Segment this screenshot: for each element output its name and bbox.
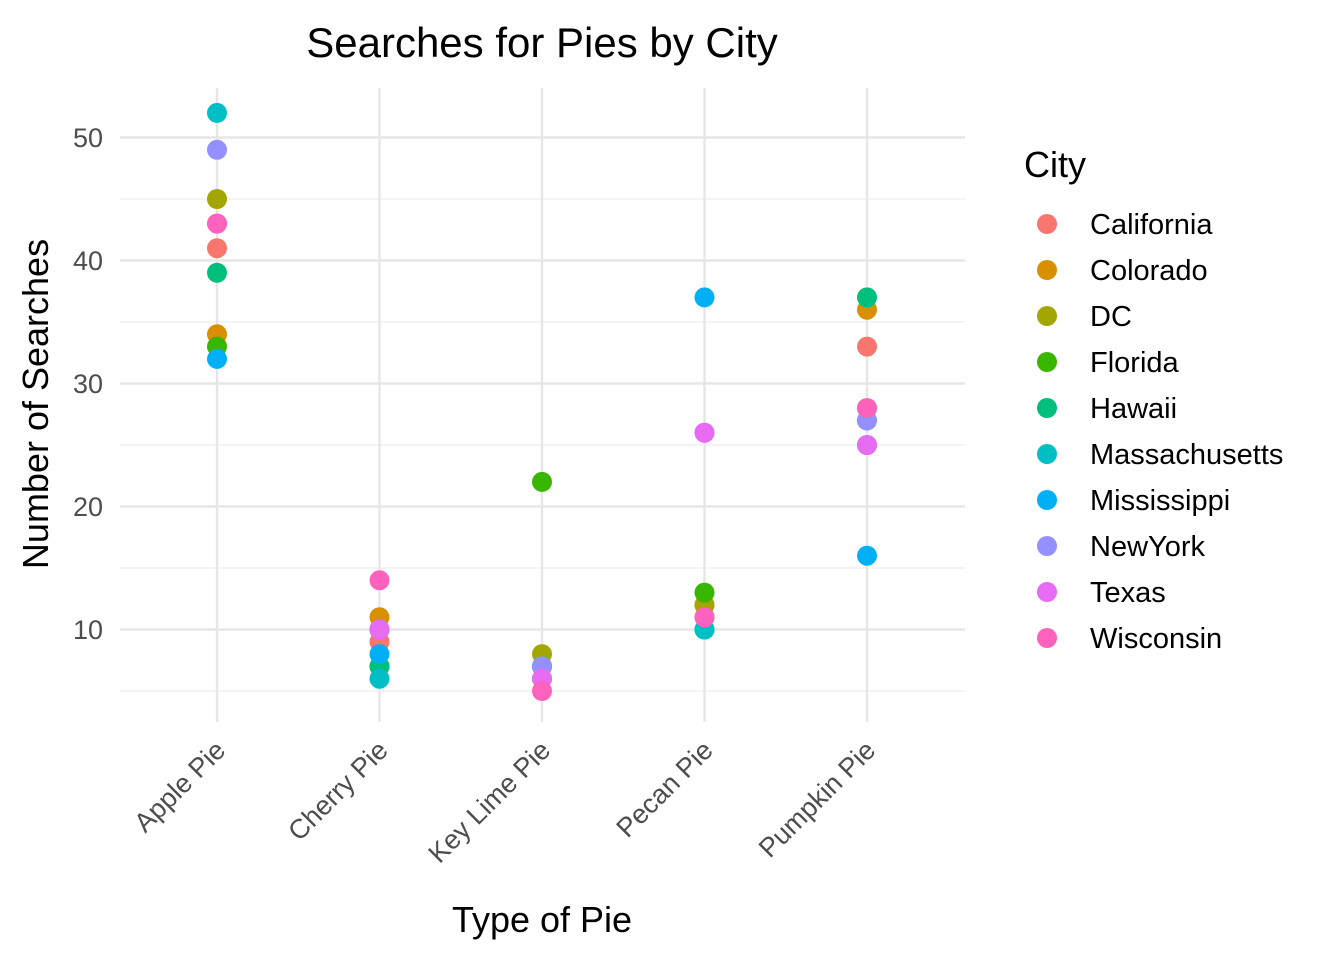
chart-title: Searches for Pies by City — [306, 19, 778, 66]
data-point — [857, 545, 877, 566]
y-tick-label: 20 — [73, 492, 103, 522]
legend-label: Hawaii — [1090, 393, 1177, 425]
data-point — [857, 287, 877, 308]
x-tick-label: Key Lime Pie — [423, 735, 557, 869]
data-point — [857, 435, 877, 455]
y-axis-ticks: 10 20 30 40 50 — [73, 123, 103, 645]
legend-key — [1037, 306, 1057, 326]
data-point — [207, 348, 227, 369]
legend-label: Florida — [1090, 347, 1180, 379]
legend-key — [1037, 628, 1057, 648]
legend-key — [1037, 398, 1057, 418]
data-point — [207, 262, 227, 283]
x-tick-label: Apple Pie — [128, 735, 231, 838]
legend-label: DC — [1090, 301, 1132, 333]
y-tick-label: 40 — [73, 246, 103, 276]
legend-label: Mississippi — [1090, 485, 1230, 517]
legend-label: California — [1090, 209, 1213, 241]
legend: City California Colorado DC Florida Hawaii Ma… — [1024, 144, 1283, 655]
legend-key — [1037, 214, 1057, 234]
legend-label: NewYork — [1090, 531, 1205, 563]
y-tick-label: 10 — [73, 615, 103, 645]
legend-key — [1037, 582, 1057, 602]
legend-key — [1037, 490, 1057, 510]
legend-label: Wisconsin — [1090, 623, 1222, 655]
data-point — [207, 238, 227, 259]
y-tick-label: 50 — [73, 123, 103, 153]
data-points — [207, 102, 877, 701]
x-tick-label: Pecan Pie — [610, 735, 718, 843]
legend-title: City — [1024, 144, 1086, 185]
y-axis-title: Number of Searches — [15, 239, 56, 569]
data-point — [369, 644, 390, 665]
data-point — [857, 398, 877, 419]
x-tick-label: Cherry Pie — [282, 735, 393, 846]
x-axis-ticks: Apple Pie Cherry Pie Key Lime Pie Pecan Pie… — [128, 735, 881, 869]
legend-key — [1037, 352, 1057, 372]
data-point — [369, 570, 390, 591]
data-point — [532, 681, 552, 701]
data-point — [207, 213, 227, 234]
data-point — [694, 422, 715, 443]
y-tick-label: 30 — [73, 369, 103, 399]
legend-key — [1037, 444, 1057, 464]
data-point — [694, 287, 715, 308]
legend-label: Texas — [1090, 577, 1166, 609]
plot-grid — [120, 88, 965, 722]
data-point — [369, 668, 390, 689]
data-point — [857, 336, 877, 357]
data-point — [207, 139, 227, 160]
data-point — [369, 619, 390, 640]
data-point — [532, 471, 552, 492]
x-axis-title: Type of Pie — [452, 899, 632, 940]
data-point — [207, 189, 227, 209]
legend-key — [1037, 536, 1057, 556]
legend-key — [1037, 260, 1057, 280]
legend-label: Colorado — [1090, 255, 1208, 287]
legend-items: California Colorado DC Florida Hawaii Massach… — [1037, 209, 1283, 655]
data-point — [207, 102, 227, 123]
legend-label: Massachusetts — [1090, 439, 1283, 471]
data-point — [694, 607, 715, 628]
data-point — [694, 582, 715, 603]
x-tick-label: Pumpkin Pie — [753, 735, 881, 863]
